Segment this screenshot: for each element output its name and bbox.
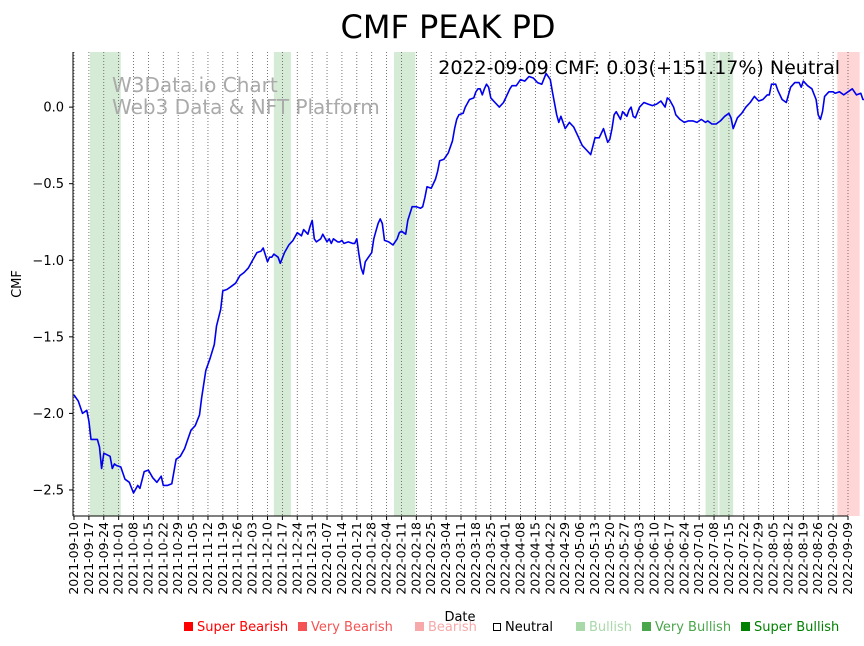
x-axis-label: Date: [444, 610, 475, 625]
x-tick-label: 2022-04-29: [557, 522, 572, 595]
x-tick-label: 2022-04-08: [513, 522, 528, 595]
legend-bearish: Bearish: [415, 620, 477, 635]
signal-legend: Super Bearish Very Bearish Bearish Neutr…: [0, 620, 864, 638]
x-tick-label: 2021-10-15: [140, 522, 155, 595]
x-tick-label: 2022-05-06: [572, 522, 587, 595]
bullish-region: [394, 52, 416, 516]
x-tick-label: 2022-07-08: [706, 522, 721, 595]
x-tick-label: 2022-05-27: [617, 522, 632, 595]
x-tick-label: 2021-09-10: [66, 522, 81, 595]
x-tick-label: 2022-01-14: [334, 522, 349, 595]
x-tick-label: 2021-11-26: [230, 522, 245, 595]
y-tick-label: −2.0: [32, 407, 64, 422]
x-tick-label: 2022-06-24: [676, 522, 691, 595]
x-tick-label: 2022-07-01: [691, 522, 706, 595]
x-tick-label: 2022-04-15: [527, 522, 542, 595]
x-tick-label: 2021-11-12: [200, 522, 215, 595]
latest-value-annotation: 2022-09-09 CMF: 0.03(+151.17%) Neutral: [438, 57, 840, 79]
y-tick-label: −1.5: [32, 330, 64, 345]
x-tick-label: 2022-02-25: [423, 522, 438, 595]
x-tick-label: 2022-08-26: [810, 522, 825, 595]
y-axis-ticks: 0.0 −0.5 −1.0 −1.5 −2.0 −2.5: [32, 101, 73, 498]
x-tick-label: 2022-07-22: [736, 522, 751, 595]
x-tick-label: 2022-06-03: [632, 522, 647, 595]
x-tick-label: 2021-12-10: [260, 522, 275, 595]
legend-bullish: Bullish: [576, 620, 632, 635]
x-tick-label: 2022-07-29: [751, 522, 766, 595]
x-tick-label: 2021-10-29: [170, 522, 185, 595]
x-tick-label: 2021-10-01: [111, 522, 126, 595]
y-tick-label: −1.0: [32, 254, 64, 269]
legend-swatch: [415, 622, 424, 631]
x-axis-ticks: 2021-09-10 2021-09-17 2021-09-24 2021-10-01…: [66, 516, 855, 595]
x-tick-label: 2021-12-03: [245, 522, 260, 595]
x-tick-label: 2022-03-04: [438, 522, 453, 595]
x-tick-label: 2021-12-17: [274, 522, 289, 595]
legend-swatch: [184, 622, 193, 631]
legend-swatch: [493, 623, 501, 631]
y-tick-label: 0.0: [43, 101, 64, 116]
legend-super-bearish: Super Bearish: [184, 620, 288, 635]
y-tick-label: −0.5: [32, 177, 64, 192]
legend-swatch: [298, 622, 307, 631]
legend-swatch: [642, 622, 651, 631]
x-tick-label: 2022-02-18: [408, 522, 423, 595]
legend-very-bearish: Very Bearish: [298, 620, 393, 635]
bullish-region: [89, 52, 121, 516]
x-tick-label: 2021-10-08: [126, 522, 141, 595]
chart-title: CMF PEAK PD: [340, 8, 555, 46]
x-tick-label: 2021-10-22: [155, 522, 170, 595]
x-tick-label: 2022-03-25: [483, 522, 498, 595]
x-tick-label: 2022-08-05: [766, 522, 781, 595]
x-tick-label: 2021-12-31: [304, 522, 319, 595]
x-tick-label: 2021-12-24: [289, 522, 304, 595]
cmf-series-line: [73, 72, 864, 494]
y-tick-label: −2.5: [32, 483, 64, 498]
x-tick-label: 2022-07-15: [721, 522, 736, 595]
watermark-line-1: W3Data.io Chart: [112, 73, 278, 97]
x-tick-label: 2022-04-22: [542, 522, 557, 595]
x-tick-label: 2022-08-12: [780, 522, 795, 595]
x-tick-label: 2022-06-10: [647, 522, 662, 595]
legend-neutral: Neutral: [493, 620, 553, 635]
signal-shaded-regions: [89, 52, 860, 516]
x-tick-label: 2022-09-09: [840, 522, 855, 595]
x-tick-label: 2022-09-02: [825, 522, 840, 595]
legend-very-bullish: Very Bullish: [642, 620, 731, 635]
x-tick-label: 2021-11-05: [185, 522, 200, 595]
x-tick-label: 2021-11-19: [215, 522, 230, 595]
x-tick-label: 2022-02-04: [379, 522, 394, 595]
bullish-region: [705, 52, 719, 516]
x-tick-label: 2022-05-13: [587, 522, 602, 595]
x-tick-label: 2022-01-21: [349, 522, 364, 595]
x-tick-label: 2022-01-28: [364, 522, 379, 595]
x-tick-label: 2021-09-24: [96, 522, 111, 595]
legend-super-bullish: Super Bullish: [741, 620, 839, 635]
y-axis-label: CMF: [10, 270, 25, 298]
x-tick-label: 2022-03-18: [468, 522, 483, 595]
x-tick-label: 2022-05-20: [602, 522, 617, 595]
x-tick-label: 2022-04-01: [498, 522, 513, 595]
x-tick-label: 2022-08-19: [795, 522, 810, 595]
legend-swatch: [576, 622, 585, 631]
bullish-region: [719, 52, 734, 516]
bearish-region: [837, 52, 860, 516]
watermark-line-2: Web3 Data & NFT Platform: [112, 95, 380, 119]
x-tick-label: 2022-01-07: [319, 522, 334, 595]
x-gridlines: [73, 52, 849, 516]
x-tick-label: 2022-03-11: [453, 522, 468, 595]
x-tick-label: 2022-02-11: [393, 522, 408, 595]
x-tick-label: 2022-06-17: [661, 522, 676, 595]
x-tick-label: 2021-09-17: [81, 522, 96, 595]
legend-swatch: [741, 622, 750, 631]
